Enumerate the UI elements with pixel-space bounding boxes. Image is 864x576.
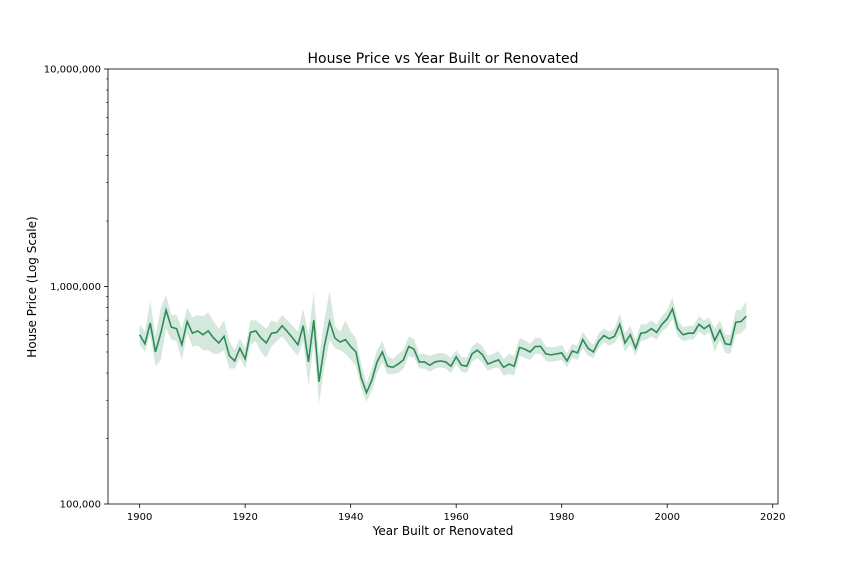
chart-title: House Price vs Year Built or Renovated [307, 51, 578, 67]
y-tick-label: 1,000,000 [50, 282, 101, 293]
plot-area [138, 291, 747, 404]
x-axis-label: Year Built or Renovated [372, 524, 514, 538]
x-tick-label: 1900 [127, 512, 152, 523]
series-line [138, 306, 747, 395]
y-axis-label: House Price (Log Scale) [25, 216, 39, 357]
x-tick-label: 1940 [338, 512, 363, 523]
x-tick-label: 1920 [232, 512, 257, 523]
x-tick-label: 1980 [549, 512, 574, 523]
plot-frame [107, 68, 779, 505]
x-tick-label: 2020 [760, 512, 785, 523]
y-axis: 100,000 1,000,000 10,000,000 [44, 65, 108, 511]
x-tick-label: 1960 [443, 512, 468, 523]
x-axis: 1900 1920 1940 1960 1980 2000 2020 [127, 504, 785, 523]
y-tick-label: 100,000 [60, 500, 101, 511]
confidence-band [139, 291, 747, 404]
y-tick-label: 10,000,000 [44, 65, 101, 76]
x-tick-label: 2000 [654, 512, 679, 523]
